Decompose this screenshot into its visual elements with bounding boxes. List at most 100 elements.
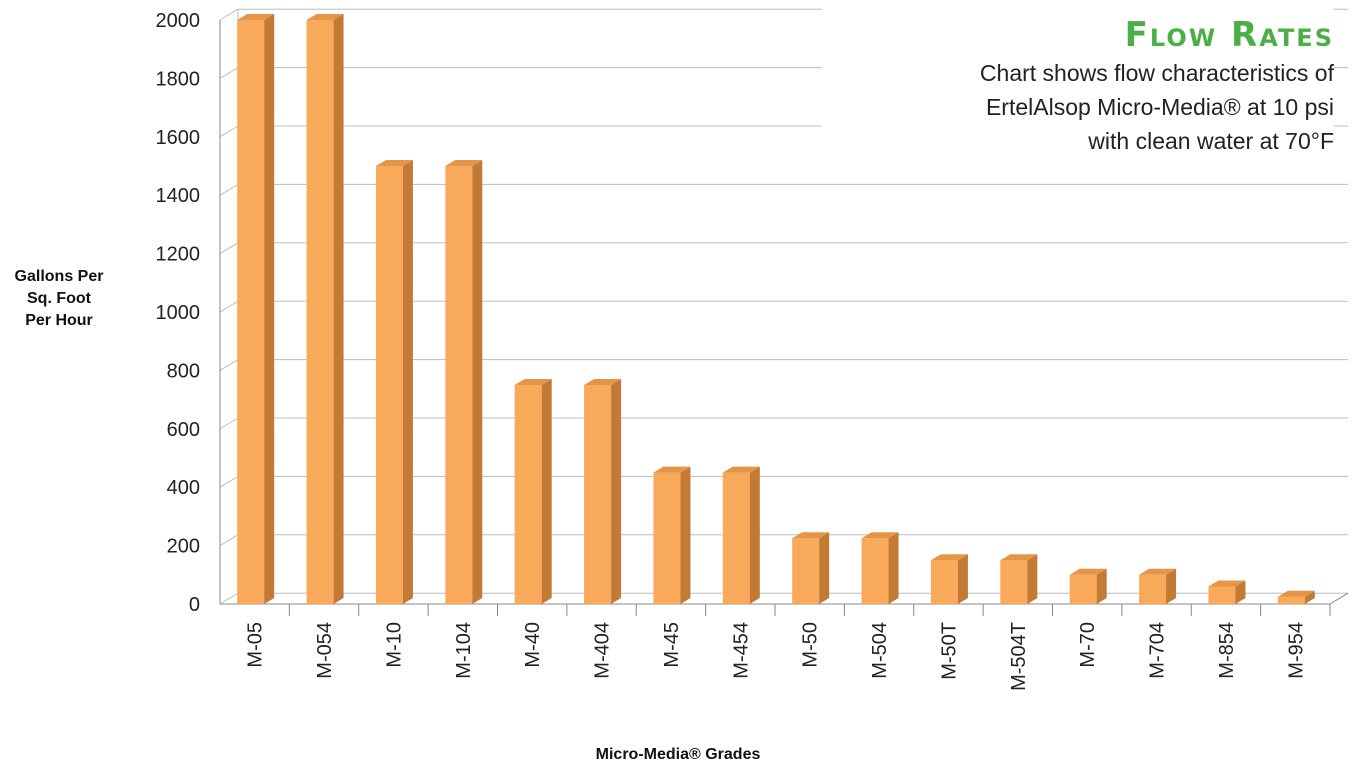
bar-front (653, 472, 681, 604)
bar (1208, 580, 1246, 604)
bar-front (722, 472, 750, 604)
bar-front (792, 538, 820, 604)
bars (237, 14, 1315, 604)
gridline-connector (219, 592, 239, 605)
bar-top (930, 554, 968, 561)
gridline-connector (219, 125, 239, 138)
x-tick-label: M-10 (383, 622, 405, 668)
gridline-connector (219, 300, 239, 313)
x-axis-corner (1329, 592, 1349, 605)
bar-top (514, 379, 552, 385)
x-tick-label: M-054 (314, 622, 336, 679)
y-tick-label: 1400 (156, 185, 201, 207)
y-tick-label: 400 (167, 477, 200, 499)
gridline-connector (219, 242, 239, 255)
x-tick-label: M-454 (730, 622, 752, 679)
bar (375, 160, 413, 604)
bar-top (375, 160, 413, 166)
bar-top (1208, 580, 1246, 587)
bar (1069, 568, 1107, 604)
bar-front (237, 20, 265, 604)
x-tick-label: M-70 (1077, 622, 1099, 668)
bar-front (1000, 560, 1028, 604)
bar-side (1304, 590, 1315, 604)
y-tick-label: 2000 (156, 10, 201, 32)
chart-subtitle-line: ErtelAlsop Micro-Media® at 10 psi (985, 94, 1334, 120)
bar-top (722, 466, 760, 473)
gridline-connector (219, 417, 239, 430)
bar-front (1139, 574, 1167, 604)
y-axis-label-line: Per Hour (25, 312, 93, 329)
x-tick-label: M-40 (522, 622, 544, 668)
y-tick-label: 1800 (156, 68, 201, 90)
bar-front (1208, 586, 1236, 604)
bar-side (1235, 580, 1246, 604)
x-tick-label: M-05 (245, 622, 267, 668)
bar-side (611, 379, 622, 604)
bar (722, 466, 760, 604)
x-tick-labels: M-05 M-054 M-10 M-104 M-40 M-404 M-45 M-454 M-50… (245, 622, 1308, 691)
bar (930, 554, 968, 604)
bar-side (1027, 554, 1038, 604)
bar-front (514, 385, 542, 604)
y-axis-label-line: Gallons Per (14, 268, 104, 285)
bar-top (1139, 568, 1177, 575)
bar-side (957, 554, 968, 604)
x-tick-label: M-504 (869, 622, 891, 679)
x-tick-label: M-504T (1008, 622, 1030, 691)
bar (445, 160, 483, 604)
bar (306, 14, 344, 604)
chart-subtitle-line: Chart shows flow characteristics of (979, 60, 1334, 86)
bar (1000, 554, 1038, 604)
bar-front (445, 166, 473, 604)
bar-side (402, 160, 413, 604)
x-tick-label: M-954 (1285, 622, 1307, 679)
y-tick-label: 200 (167, 536, 200, 558)
y-tick-label: 1200 (156, 244, 201, 266)
bar-top (445, 160, 483, 166)
gridline-connector (219, 475, 239, 488)
bar-side (472, 160, 483, 604)
bar-front (584, 385, 612, 604)
bar-top (237, 14, 275, 20)
bar-front (861, 538, 889, 604)
bar-front (375, 166, 403, 604)
gridline-connector (219, 8, 239, 21)
x-tick-label: M-50 (800, 622, 822, 668)
x-tick-label: M-45 (661, 622, 683, 668)
bar (653, 466, 691, 604)
y-tick-label: 800 (167, 360, 200, 382)
bar-top (792, 532, 830, 539)
bar-side (749, 466, 760, 604)
bar-side (888, 532, 899, 604)
bar-top (1000, 554, 1038, 561)
bar (584, 379, 622, 604)
y-tick-label: 1000 (156, 302, 201, 324)
gridline-connector (219, 534, 239, 547)
bar-front (930, 560, 958, 604)
gridline-connector (219, 359, 239, 371)
bar-side (680, 466, 691, 604)
gridline-connector (219, 183, 239, 196)
bar (1139, 568, 1177, 604)
bar-top (861, 532, 899, 539)
bar-side (1166, 568, 1177, 604)
bar (792, 532, 830, 604)
gridline-connector (219, 67, 239, 79)
y-tick-label: 0 (189, 594, 200, 616)
bar-side (333, 14, 344, 604)
bar-top (584, 379, 622, 385)
bar-top (1069, 568, 1107, 575)
bar-top (306, 14, 344, 20)
bar (514, 379, 552, 604)
x-axis-label: Micro-Media® Grades (595, 746, 761, 763)
bar (1277, 590, 1315, 604)
title-block: Flow Rates Chart shows flow characterist… (822, 8, 1334, 164)
x-tick-label: M-104 (453, 622, 475, 679)
y-tick-label: 600 (167, 419, 200, 441)
grid-lines (219, 8, 1348, 605)
x-tick-label: M-404 (592, 622, 614, 679)
bar-side (819, 532, 830, 604)
bar-front (1277, 596, 1305, 604)
